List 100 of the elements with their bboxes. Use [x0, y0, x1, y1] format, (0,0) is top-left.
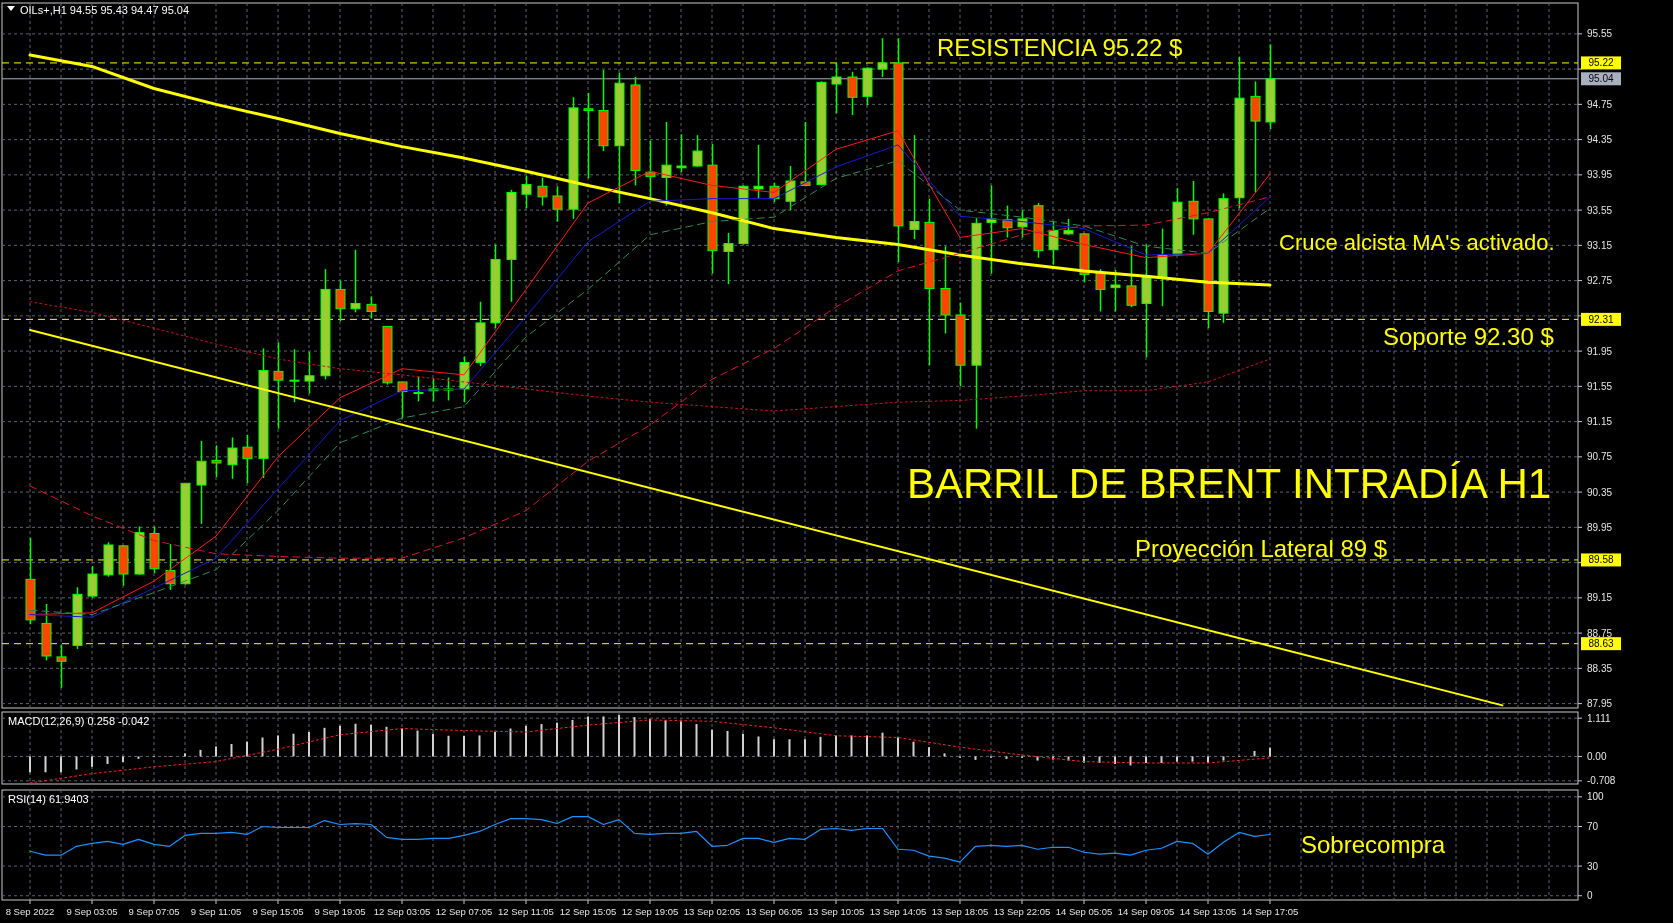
- candlestick: [211, 444, 222, 478]
- bar: [60, 756, 62, 773]
- bar: [664, 720, 667, 757]
- bar: [1114, 756, 1116, 765]
- bar: [122, 756, 124, 762]
- bar: [1005, 756, 1008, 759]
- x-tick-label: 12 Sep 11:05: [498, 906, 554, 917]
- bar: [385, 726, 388, 757]
- bar: [416, 730, 419, 757]
- y-tick-label: 91.15: [1587, 416, 1613, 428]
- candlestick: [366, 295, 377, 320]
- line-series: [29, 816, 1271, 863]
- y-tick-label: 90.35: [1587, 486, 1613, 498]
- x-tick-label: 13 Sep 22:05: [993, 906, 1051, 917]
- x-tick-label: 14 Sep 09:05: [1117, 906, 1175, 917]
- y-tick-label: -0.708: [1587, 775, 1616, 787]
- bar: [974, 756, 977, 760]
- bar: [44, 756, 47, 773]
- bar: [866, 735, 868, 757]
- y-tick-label: 87.95: [1587, 698, 1613, 710]
- bar: [509, 728, 512, 757]
- bar: [261, 737, 264, 757]
- candlestick: [1048, 220, 1059, 266]
- bar: [230, 744, 233, 757]
- bar: [726, 730, 729, 757]
- x-tick-label: 14 Sep 05:05: [1055, 906, 1113, 917]
- candlestick: [831, 62, 842, 114]
- candlestick: [273, 341, 284, 430]
- x-tick-label: 13 Sep 06:05: [745, 906, 803, 917]
- bar: [835, 735, 837, 757]
- annotation: Proyección Lateral 89 $: [1135, 535, 1388, 562]
- candlestick: [1110, 269, 1121, 313]
- bar: [773, 739, 775, 757]
- bar: [137, 756, 140, 759]
- bar: [1191, 756, 1194, 762]
- y-tick-label: 0: [1587, 890, 1593, 902]
- candlestick: [350, 249, 361, 314]
- candlestick: [1126, 245, 1137, 308]
- line-series: [29, 301, 1271, 412]
- bar: [277, 735, 279, 757]
- candlestick: [196, 440, 207, 525]
- candlestick: [289, 348, 300, 403]
- bar: [447, 735, 450, 757]
- bar: [91, 756, 93, 767]
- candlestick: [552, 185, 563, 223]
- bar: [199, 749, 202, 757]
- candlestick: [242, 434, 253, 485]
- y-tick-label: 1.111: [1587, 712, 1611, 724]
- bar: [339, 725, 341, 757]
- candlestick: [877, 37, 888, 78]
- bar: [246, 741, 248, 757]
- y-tick-label: 89.15: [1587, 592, 1613, 604]
- y-tick-label: 88.75: [1587, 627, 1613, 639]
- candlestick: [1017, 209, 1028, 239]
- ref-line-label: 95.04: [1588, 73, 1614, 85]
- annotation: Sobrecompra: [1301, 831, 1446, 858]
- annotation: RESISTENCIA 95.22 $: [937, 34, 1183, 61]
- candlestick: [1157, 227, 1168, 307]
- x-tick-label: 9 Sep 03:05: [66, 906, 118, 917]
- x-tick-label: 12 Sep 19:05: [621, 906, 679, 917]
- ref-line-label: 89.58: [1588, 554, 1614, 566]
- ref-line-label: 92.31: [1588, 313, 1614, 325]
- x-tick-label: 9 Sep 15:05: [252, 906, 304, 917]
- bar: [1253, 750, 1256, 757]
- x-tick-label: 8 Sep 2022: [5, 906, 55, 917]
- candlestick: [304, 351, 315, 395]
- candlestick: [986, 184, 997, 275]
- y-tick-label: 93.55: [1587, 204, 1613, 216]
- candlestick: [56, 643, 67, 689]
- y-tick-label: 0.00: [1587, 750, 1607, 762]
- candlestick: [413, 375, 424, 403]
- bar: [881, 732, 884, 757]
- chart-title: OILs+,H1 94.55 95.43 94.47 95.04: [20, 4, 190, 16]
- candlestick: [397, 381, 408, 419]
- y-tick-label: 100: [1587, 791, 1605, 803]
- bar: [850, 735, 853, 757]
- bar: [711, 729, 713, 757]
- candlestick: [692, 134, 703, 168]
- x-tick-label: 12 Sep 15:05: [559, 906, 617, 917]
- y-tick-label: 91.95: [1587, 345, 1613, 357]
- bar: [215, 746, 217, 757]
- x-tick-label: 12 Sep 07:05: [435, 906, 493, 917]
- bar: [897, 737, 899, 757]
- y-tick-label: 30: [1587, 860, 1599, 872]
- bar: [292, 733, 295, 757]
- x-tick-label: 14 Sep 13:05: [1179, 906, 1237, 917]
- bar: [571, 719, 574, 757]
- bar: [602, 716, 605, 757]
- y-tick-label: 94.75: [1587, 98, 1613, 110]
- candlestick: [661, 121, 672, 207]
- ref-line-label: 95.22: [1588, 57, 1614, 69]
- bar: [618, 715, 620, 757]
- ref-line-label: 88.63: [1588, 638, 1614, 650]
- bar: [804, 739, 806, 757]
- bar: [943, 753, 946, 757]
- bar: [1129, 756, 1132, 766]
- candlestick: [537, 176, 548, 207]
- x-tick-label: 13 Sep 10:05: [807, 906, 865, 917]
- candlestick: [676, 133, 687, 173]
- bar: [1176, 756, 1178, 762]
